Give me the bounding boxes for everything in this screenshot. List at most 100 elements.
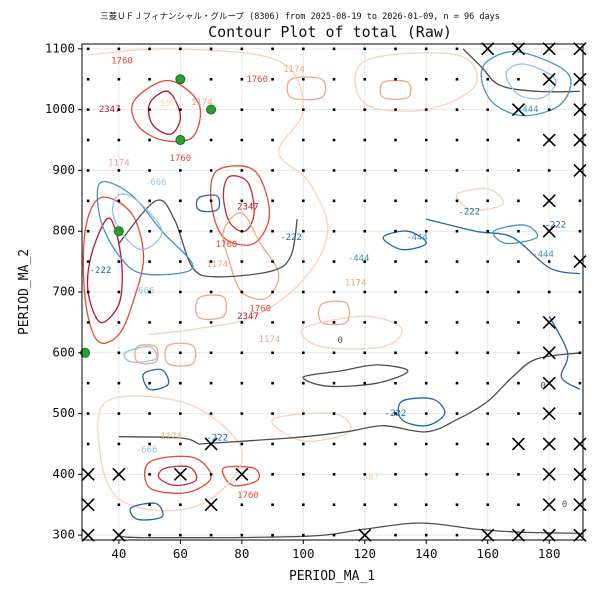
x-marker [573, 42, 587, 56]
grid-point [332, 442, 336, 446]
grid-point [424, 351, 428, 355]
grid-point [486, 229, 490, 233]
x-marker-stroke [573, 255, 587, 269]
grid-point [148, 169, 151, 172]
x-marker [573, 103, 587, 117]
grid-point [271, 199, 274, 203]
grid-point [363, 108, 367, 111]
grid-point [271, 321, 274, 324]
grid-point [424, 138, 428, 142]
grid-point [578, 412, 582, 415]
grid-point [547, 290, 551, 294]
grid-point [179, 321, 182, 324]
grid-point [302, 503, 305, 507]
grid-point [455, 351, 459, 355]
contour-line [118, 522, 580, 539]
grid-point [578, 229, 582, 233]
contour-level-label: 1174 [206, 260, 228, 270]
grid-point [209, 229, 213, 233]
grid-point [394, 199, 397, 203]
x-marker [81, 467, 95, 481]
grid-point [240, 442, 244, 446]
x-marker-stroke [542, 315, 556, 329]
grid-point [302, 77, 305, 81]
x-tick-label: 120 [353, 546, 376, 561]
x-marker [542, 346, 556, 360]
grid-point [209, 381, 213, 385]
grid-point [117, 412, 121, 415]
grid-point [179, 108, 182, 111]
grid-point [547, 169, 551, 172]
x-marker [511, 528, 526, 542]
contour-line [82, 196, 145, 344]
x-marker-stroke [112, 528, 126, 542]
grid-point [302, 108, 305, 111]
x-marker-stroke [81, 528, 95, 542]
y-tick-label: 700 [52, 284, 75, 299]
grid-point [271, 138, 274, 142]
x-marker [573, 528, 587, 542]
grid-point [302, 351, 305, 355]
grid-point [486, 442, 490, 446]
grid-point [179, 351, 182, 355]
grid-point [117, 77, 121, 81]
grid-point [486, 381, 490, 385]
grid-point [547, 260, 551, 263]
x-tick-label: 40 [111, 546, 126, 561]
grid-point [517, 260, 520, 263]
grid-point [578, 199, 582, 203]
x-marker-stroke [511, 528, 526, 542]
contour-line [134, 344, 159, 365]
grid-point [517, 351, 520, 355]
grid-point [424, 169, 428, 172]
x-marker [542, 42, 556, 56]
grid-point [209, 138, 213, 142]
grid-point [455, 290, 459, 294]
grid-point [240, 229, 244, 233]
grid-point [117, 381, 121, 385]
grid-point [271, 503, 274, 507]
grid-point [455, 442, 459, 446]
x-marker [542, 498, 556, 512]
grid-point [424, 473, 428, 476]
grid-point [363, 351, 367, 355]
x-marker-stroke [358, 528, 372, 542]
contour-level-label: -444 [406, 233, 428, 243]
grid-point [86, 108, 90, 111]
grid-point [271, 108, 274, 111]
contour-level-label: 1760 [216, 240, 238, 250]
grid-point [486, 290, 490, 294]
grid-point [86, 412, 90, 415]
x-marker-stroke [573, 103, 587, 117]
grid-point [486, 108, 490, 111]
grid-point [363, 260, 367, 263]
grid-point [455, 533, 459, 537]
grid-point [86, 138, 90, 142]
grid-point [148, 381, 151, 385]
grid-point [424, 290, 428, 294]
grid-point [271, 442, 274, 446]
grid-point [302, 473, 305, 476]
grid-point [240, 503, 244, 507]
contour-line [354, 52, 478, 112]
contour-level-label: 0 [337, 336, 342, 346]
grid-point [209, 533, 213, 537]
grid-point [179, 412, 182, 415]
grid-point [547, 108, 551, 111]
grid-point [148, 412, 151, 415]
x-marker-stroke [542, 42, 556, 56]
grid-point [302, 412, 305, 415]
grid-point [517, 321, 520, 324]
x-marker [573, 498, 587, 512]
contour-level-label: -666 [133, 286, 155, 296]
x-marker-stroke [542, 376, 556, 390]
grid-point [148, 290, 151, 294]
grid-point [332, 412, 336, 415]
x-marker [204, 498, 218, 512]
x-marker-stroke [204, 498, 218, 512]
grid-point [486, 503, 490, 507]
grid-point [271, 381, 274, 385]
grid-point [117, 442, 121, 446]
grid-point [486, 473, 490, 476]
contour-line [198, 352, 580, 445]
